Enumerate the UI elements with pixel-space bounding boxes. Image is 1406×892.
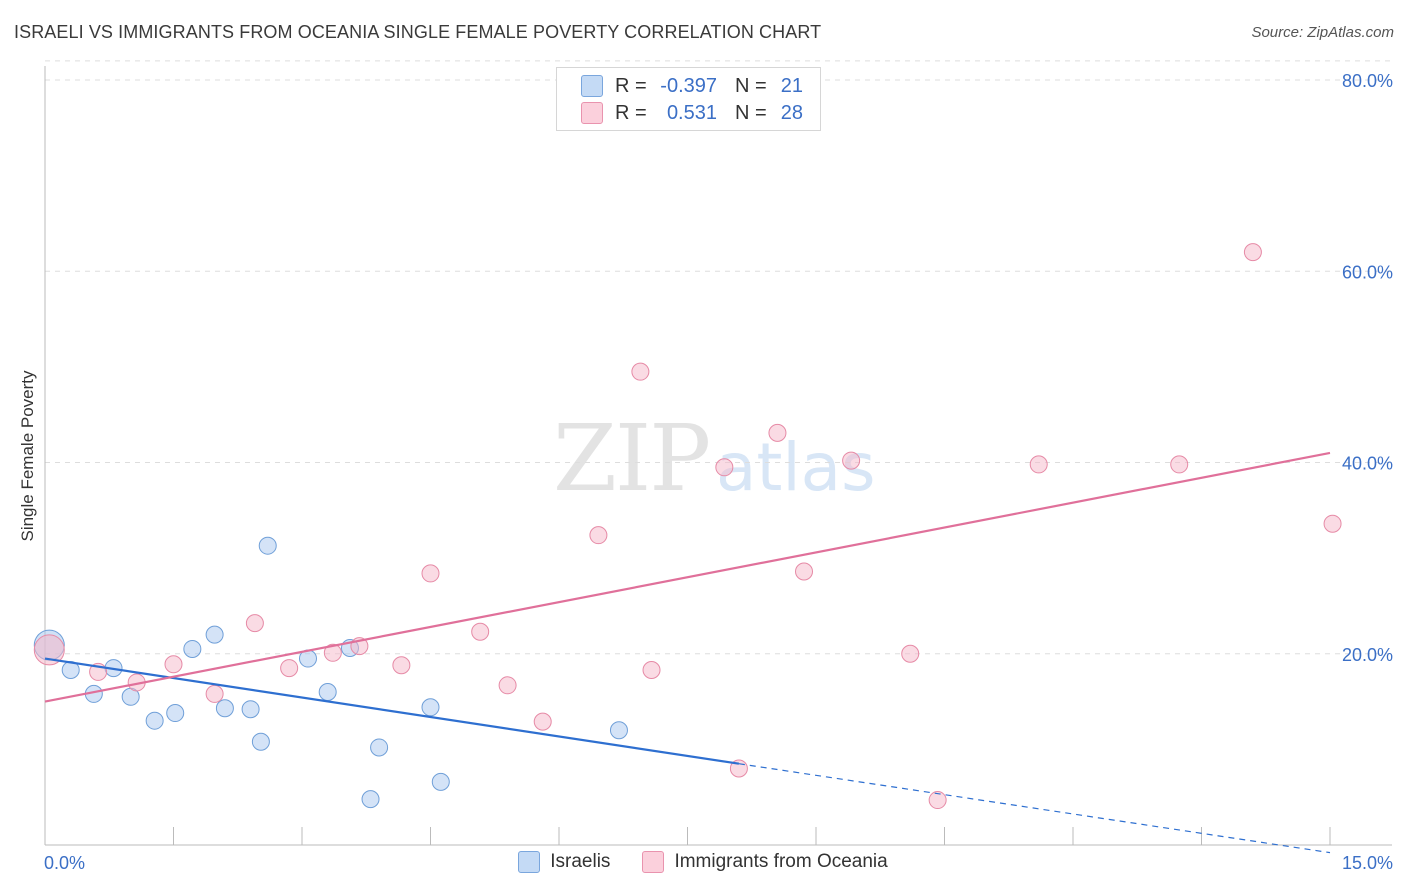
israelis-point <box>431 772 450 791</box>
x-tick-label: 15.0% <box>1342 853 1393 873</box>
israelis-point <box>361 790 380 809</box>
legend-r-label: R = <box>615 101 647 124</box>
y-tick-label: 80.0% <box>1342 71 1393 91</box>
israelis-point <box>183 639 202 658</box>
israelis-point <box>370 738 389 757</box>
oceania-point <box>901 644 920 663</box>
oceania-point <box>795 562 814 581</box>
oceania-point <box>1243 243 1262 262</box>
oceania-point <box>421 564 440 583</box>
oceania-point <box>842 451 861 470</box>
israelis-point <box>166 704 185 723</box>
israelis-point <box>609 721 628 740</box>
oceania-point <box>33 634 65 666</box>
watermark-zip: ZIP <box>553 405 709 512</box>
correlation-legend: R = -0.397 N = 21 R = 0.531 N = 28 <box>556 67 821 131</box>
legend-swatch-oceania <box>581 102 603 124</box>
y-tick-label: 60.0% <box>1342 262 1393 282</box>
legend-label-oceania: Immigrants from Oceania <box>674 851 888 872</box>
israelis-point <box>251 732 270 751</box>
israelis-point <box>215 699 234 718</box>
source-label: Source: ZipAtlas.com <box>1251 24 1394 41</box>
oceania-point <box>323 643 342 662</box>
israelis-point <box>421 698 440 717</box>
legend-n-label: N = <box>735 74 767 97</box>
oceania-point <box>589 526 608 545</box>
legend-swatch-israelis <box>581 75 603 97</box>
x-tick-label: 0.0% <box>44 853 85 873</box>
oceania-point <box>245 614 264 633</box>
legend-swatch-oceania <box>642 851 665 873</box>
oceania-point <box>392 656 411 675</box>
oceania-point <box>928 791 947 810</box>
legend-item-israelis: Israelis <box>518 851 610 873</box>
israelis-point <box>205 625 224 644</box>
legend-r-label: R = <box>615 74 647 97</box>
legend-row-israelis: R = -0.397 N = 21 <box>581 73 803 99</box>
oceania-trend-line <box>44 451 1331 703</box>
chart-title: ISRAELI VS IMMIGRANTS FROM OCEANIA SINGL… <box>14 22 822 42</box>
legend-n-label: N = <box>735 101 767 124</box>
oceania-point <box>533 712 552 731</box>
israelis-trend-extension <box>738 763 1331 854</box>
oceania-point <box>768 423 787 442</box>
legend-n-value: 21 <box>780 74 803 97</box>
oceania-point <box>1029 455 1048 474</box>
legend-item-oceania: Immigrants from Oceania <box>642 851 888 873</box>
israelis-point <box>258 536 277 555</box>
oceania-point <box>715 458 734 477</box>
oceania-point <box>280 659 299 678</box>
israelis-trend-line <box>44 657 740 765</box>
israelis-point <box>145 711 164 730</box>
legend-swatch-israelis <box>518 851 541 873</box>
oceania-point <box>471 622 490 641</box>
israelis-point <box>318 683 337 701</box>
oceania-point <box>498 676 517 695</box>
oceania-point <box>205 684 224 703</box>
legend-r-value: 0.531 <box>666 101 717 124</box>
y-axis-label: Single Female Poverty <box>18 370 37 542</box>
oceania-point <box>1323 514 1342 533</box>
oceania-point <box>164 655 183 674</box>
series-legend: Israelis Immigrants from Oceania <box>0 851 1406 873</box>
y-tick-label: 20.0% <box>1342 645 1393 665</box>
oceania-point <box>642 661 661 680</box>
israelis-point <box>241 700 260 719</box>
legend-n-value: 28 <box>780 101 803 124</box>
legend-r-value: -0.397 <box>660 74 717 97</box>
legend-label-israelis: Israelis <box>550 851 611 872</box>
y-tick-label: 40.0% <box>1342 454 1393 474</box>
oceania-point <box>1170 455 1189 474</box>
oceania-point <box>631 362 650 381</box>
legend-row-oceania: R = 0.531 N = 28 <box>581 100 803 126</box>
